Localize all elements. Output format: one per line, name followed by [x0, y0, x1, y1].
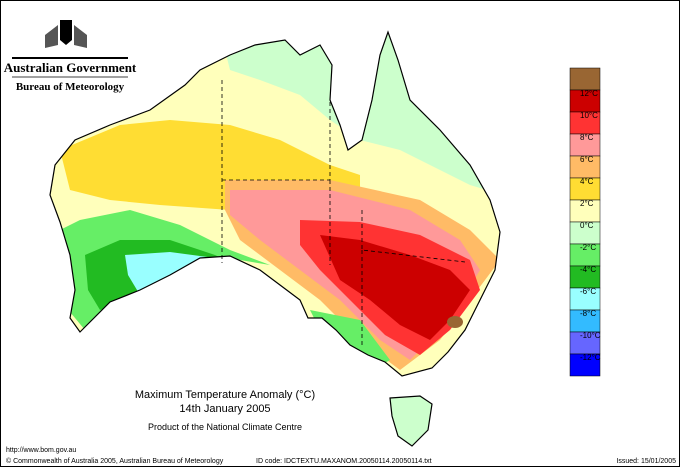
- legend-label: -12°C: [580, 353, 601, 362]
- legend-label: 6°C: [580, 155, 594, 164]
- legend-label: -2°C: [580, 243, 596, 252]
- map-product: Product of the National Climate Centre: [148, 422, 302, 432]
- legend-label: -8°C: [580, 309, 596, 318]
- id-code: ID code: IDCTEXTU.MAXANOM.20050114.20050…: [256, 458, 432, 465]
- map-title: Maximum Temperature Anomaly (°C): [135, 389, 315, 401]
- logo: Australian Government Bureau of Meteorol…: [4, 20, 137, 93]
- legend-label: 0°C: [580, 221, 594, 230]
- legend-label: 12°C: [580, 89, 598, 98]
- legend-label: -6°C: [580, 287, 596, 296]
- legend-swatch: [569, 353, 601, 377]
- legend-label: 8°C: [580, 133, 594, 142]
- legend-label: -10°C: [580, 331, 601, 340]
- government: Australian Government: [4, 60, 137, 75]
- borders: [49, 30, 501, 447]
- url: http://www.bom.gov.au: [6, 447, 76, 454]
- legend-label: -4°C: [580, 265, 596, 274]
- bureau: Bureau of Meteorology: [16, 81, 125, 93]
- legend: 12°C 10°C 8°C 6°C 4°C 2°C 0°C -2°C -4°C -6°C -8°C -…: [569, 67, 601, 377]
- legend-label: 10°C: [580, 111, 598, 120]
- copyright: © Commonwealth of Australia 2005, Austra…: [6, 457, 224, 465]
- legend-label: 2°C: [580, 199, 594, 208]
- map-date: 14th January 2005: [179, 403, 270, 415]
- legend-swatch: [569, 67, 601, 91]
- issued: Issued: 15/01/2005: [616, 458, 676, 465]
- legend-label: 4°C: [580, 177, 594, 186]
